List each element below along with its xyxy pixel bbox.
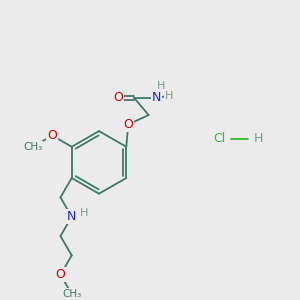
Text: H: H — [165, 91, 173, 101]
Text: H: H — [80, 208, 88, 218]
Text: H: H — [253, 132, 263, 145]
Text: N: N — [152, 92, 161, 104]
Text: H: H — [157, 81, 165, 92]
Text: O: O — [56, 268, 65, 281]
Text: O: O — [113, 92, 123, 104]
Text: O: O — [47, 129, 57, 142]
Text: N: N — [67, 210, 76, 223]
Text: CH₃: CH₃ — [62, 289, 81, 299]
Text: O: O — [123, 118, 133, 131]
Text: CH₃: CH₃ — [23, 142, 42, 152]
Text: Cl: Cl — [213, 132, 225, 145]
